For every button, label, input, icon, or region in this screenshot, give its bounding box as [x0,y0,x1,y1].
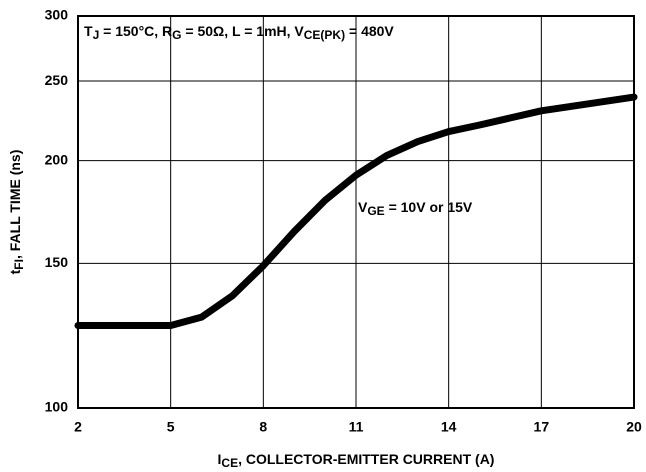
y-tick-label: 200 [45,151,69,167]
condition-annotation-part: T [84,23,93,39]
x-axis-label-part: I [218,451,222,467]
x-tick-label: 5 [167,419,175,435]
curve [74,93,638,329]
curve-label-part: V [358,199,368,215]
x-tick-label: 2 [74,419,82,435]
y-axis-label-part: FI [12,259,26,270]
condition-annotation-part: G [172,28,181,42]
y-tick-label: 250 [45,72,69,88]
condition-annotation-part: J [93,28,100,42]
x-tick-label: 8 [259,419,267,435]
x-tick-label: 17 [534,419,550,435]
x-axis-label-part: , COLLECTOR-EMITTER CURRENT (A) [238,451,494,467]
condition-annotation-part: = 150°C, R [99,23,172,39]
x-tick-label: 14 [441,419,457,435]
condition-annotation-part: CE(PK) [304,28,345,42]
curve-label-part: GE [367,204,384,218]
condition-annotation-part: = 50Ω, L = 1mH, V [182,23,305,39]
y-axis-label: tFI, FALL TIME (ns) [7,150,26,275]
x-axis-label: ICE, COLLECTOR-EMITTER CURRENT (A) [218,451,495,470]
curve-label: VGE = 10V or 15V [358,199,473,218]
x-tick-label: 20 [626,419,642,435]
condition-annotation: TJ = 150°C, RG = 50Ω, L = 1mH, VCE(PK) =… [84,23,394,42]
curve-label-part: = 10V or 15V [385,199,473,215]
y-axis-label-part: , FALL TIME (ns) [7,150,23,259]
x-axis-label-part: CE [221,456,238,470]
condition-annotation-part: = 480V [345,23,394,39]
y-tick-label: 300 [45,7,69,23]
y-axis-label-part: t [7,269,23,274]
y-tick-label: 100 [45,399,69,415]
x-tick-label: 11 [349,419,364,435]
y-tick-label: 150 [45,254,69,270]
